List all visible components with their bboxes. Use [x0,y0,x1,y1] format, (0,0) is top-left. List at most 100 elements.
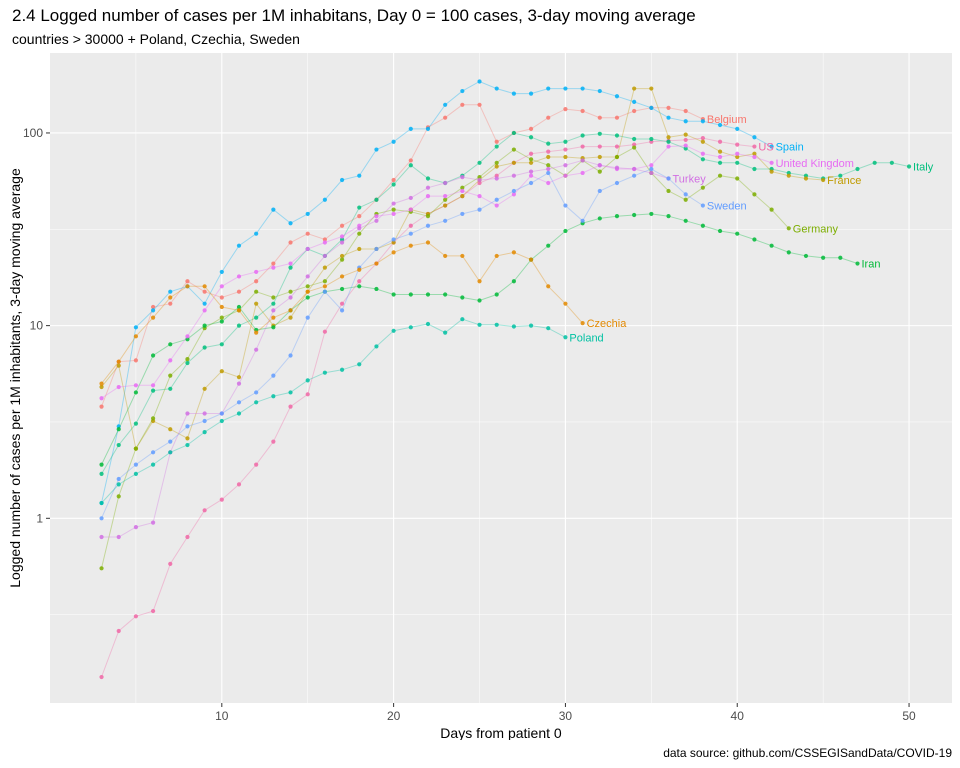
data-point-us [528,151,534,156]
data-point-france [254,301,259,306]
data-point-iran [769,243,774,248]
data-point-czechia [580,321,585,326]
data-point-germany [666,188,671,194]
data-point-united-kingdom [494,203,499,208]
data-point-italy [683,146,688,151]
data-point-united-kingdom [649,163,654,168]
data-point-belgium [271,261,276,266]
data-point-iran [202,323,207,328]
data-point-us [597,144,602,149]
data-point-iran [803,253,809,259]
data-point-germany [511,147,516,152]
data-point-germany [339,257,345,262]
series-label-belgium: Belgium [707,114,747,126]
data-point-united-kingdom [546,180,551,186]
data-point-spain [614,94,620,99]
data-point-spain [271,207,276,212]
data-point-sweden [666,176,671,181]
data-point-spain [133,325,139,330]
data-point-iran [460,295,465,300]
data-point-iran [236,304,242,310]
data-point-united-kingdom [391,211,396,217]
series-label-poland: Poland [569,332,603,344]
data-point-germany [717,173,723,178]
data-point-spain [683,119,688,124]
data-point-czechia [133,334,139,339]
data-point-united-kingdom [683,143,688,148]
data-point-czechia [546,284,551,289]
data-point-spain [357,173,362,178]
data-point-iran [683,218,688,223]
data-point-france [185,436,190,441]
data-point-belgium [202,289,207,294]
data-point-czechia [425,240,431,245]
data-point-italy [700,157,705,162]
data-point-italy [614,133,620,138]
data-point-poland [391,328,396,333]
data-point-iran [649,211,654,217]
data-point-france [322,265,327,270]
data-point-germany [391,207,396,212]
data-point-turkey [614,165,620,170]
data-point-us [408,223,413,228]
series-label-germany: Germany [793,223,839,235]
data-point-france [443,203,448,208]
data-point-iran [339,286,345,292]
data-point-belgium [614,115,620,120]
data-point-turkey [632,166,637,172]
data-point-czechia [563,301,568,306]
data-point-italy [563,139,568,144]
data-point-belgium [133,358,139,363]
data-point-iran [271,325,276,330]
data-point-italy [288,265,293,270]
x-tick-label: 30 [559,709,573,723]
data-point-turkey [357,226,362,231]
data-point-sweden [443,218,448,223]
data-point-germany [357,231,362,236]
data-point-iran [752,237,757,242]
data-point-poland [168,450,173,455]
data-point-united-kingdom [254,269,259,275]
data-point-belgium [391,177,396,183]
data-point-france [632,86,637,91]
data-point-united-kingdom [425,194,431,199]
data-point-belgium [357,214,362,219]
series-line-poland [101,318,566,504]
data-point-spain [202,301,207,306]
data-point-sweden [632,173,637,178]
data-point-poland [116,482,121,487]
data-point-france [821,177,826,183]
data-point-poland [236,411,242,416]
data-point-united-kingdom [219,284,224,289]
data-point-turkey [288,295,293,300]
x-tick-label: 50 [902,709,916,723]
series-line-italy [101,132,910,475]
data-point-united-kingdom [185,334,190,339]
data-point-czechia [408,243,413,248]
data-point-united-kingdom [202,308,207,313]
data-point-iran [305,295,310,300]
data-point-italy [717,160,723,165]
data-point-germany [185,357,190,362]
data-point-poland [133,471,139,477]
y-axis-title: Logged number of cases per 1M inhabitant… [7,168,23,588]
chart-subtitle: countries > 30000 + Poland, Czechia, Swe… [12,31,300,47]
data-point-poland [271,394,276,399]
data-point-belgium [99,404,104,409]
data-point-iran [786,250,791,255]
data-point-spain [425,126,431,131]
data-point-united-kingdom [528,173,534,178]
data-point-belgium [322,237,327,242]
data-point-iran [700,223,705,228]
data-point-us [546,149,551,154]
data-point-spain [528,91,534,96]
data-point-united-kingdom [271,265,276,270]
data-point-italy [649,136,654,142]
data-point-turkey [185,411,190,416]
data-point-iran [717,228,723,234]
data-point-poland [202,430,207,435]
data-point-turkey [528,169,534,174]
series-labels: Belgium US Spain Italy France Germany Iran Unit… [569,114,933,344]
data-point-iran [374,286,379,292]
data-point-spain [477,79,482,84]
